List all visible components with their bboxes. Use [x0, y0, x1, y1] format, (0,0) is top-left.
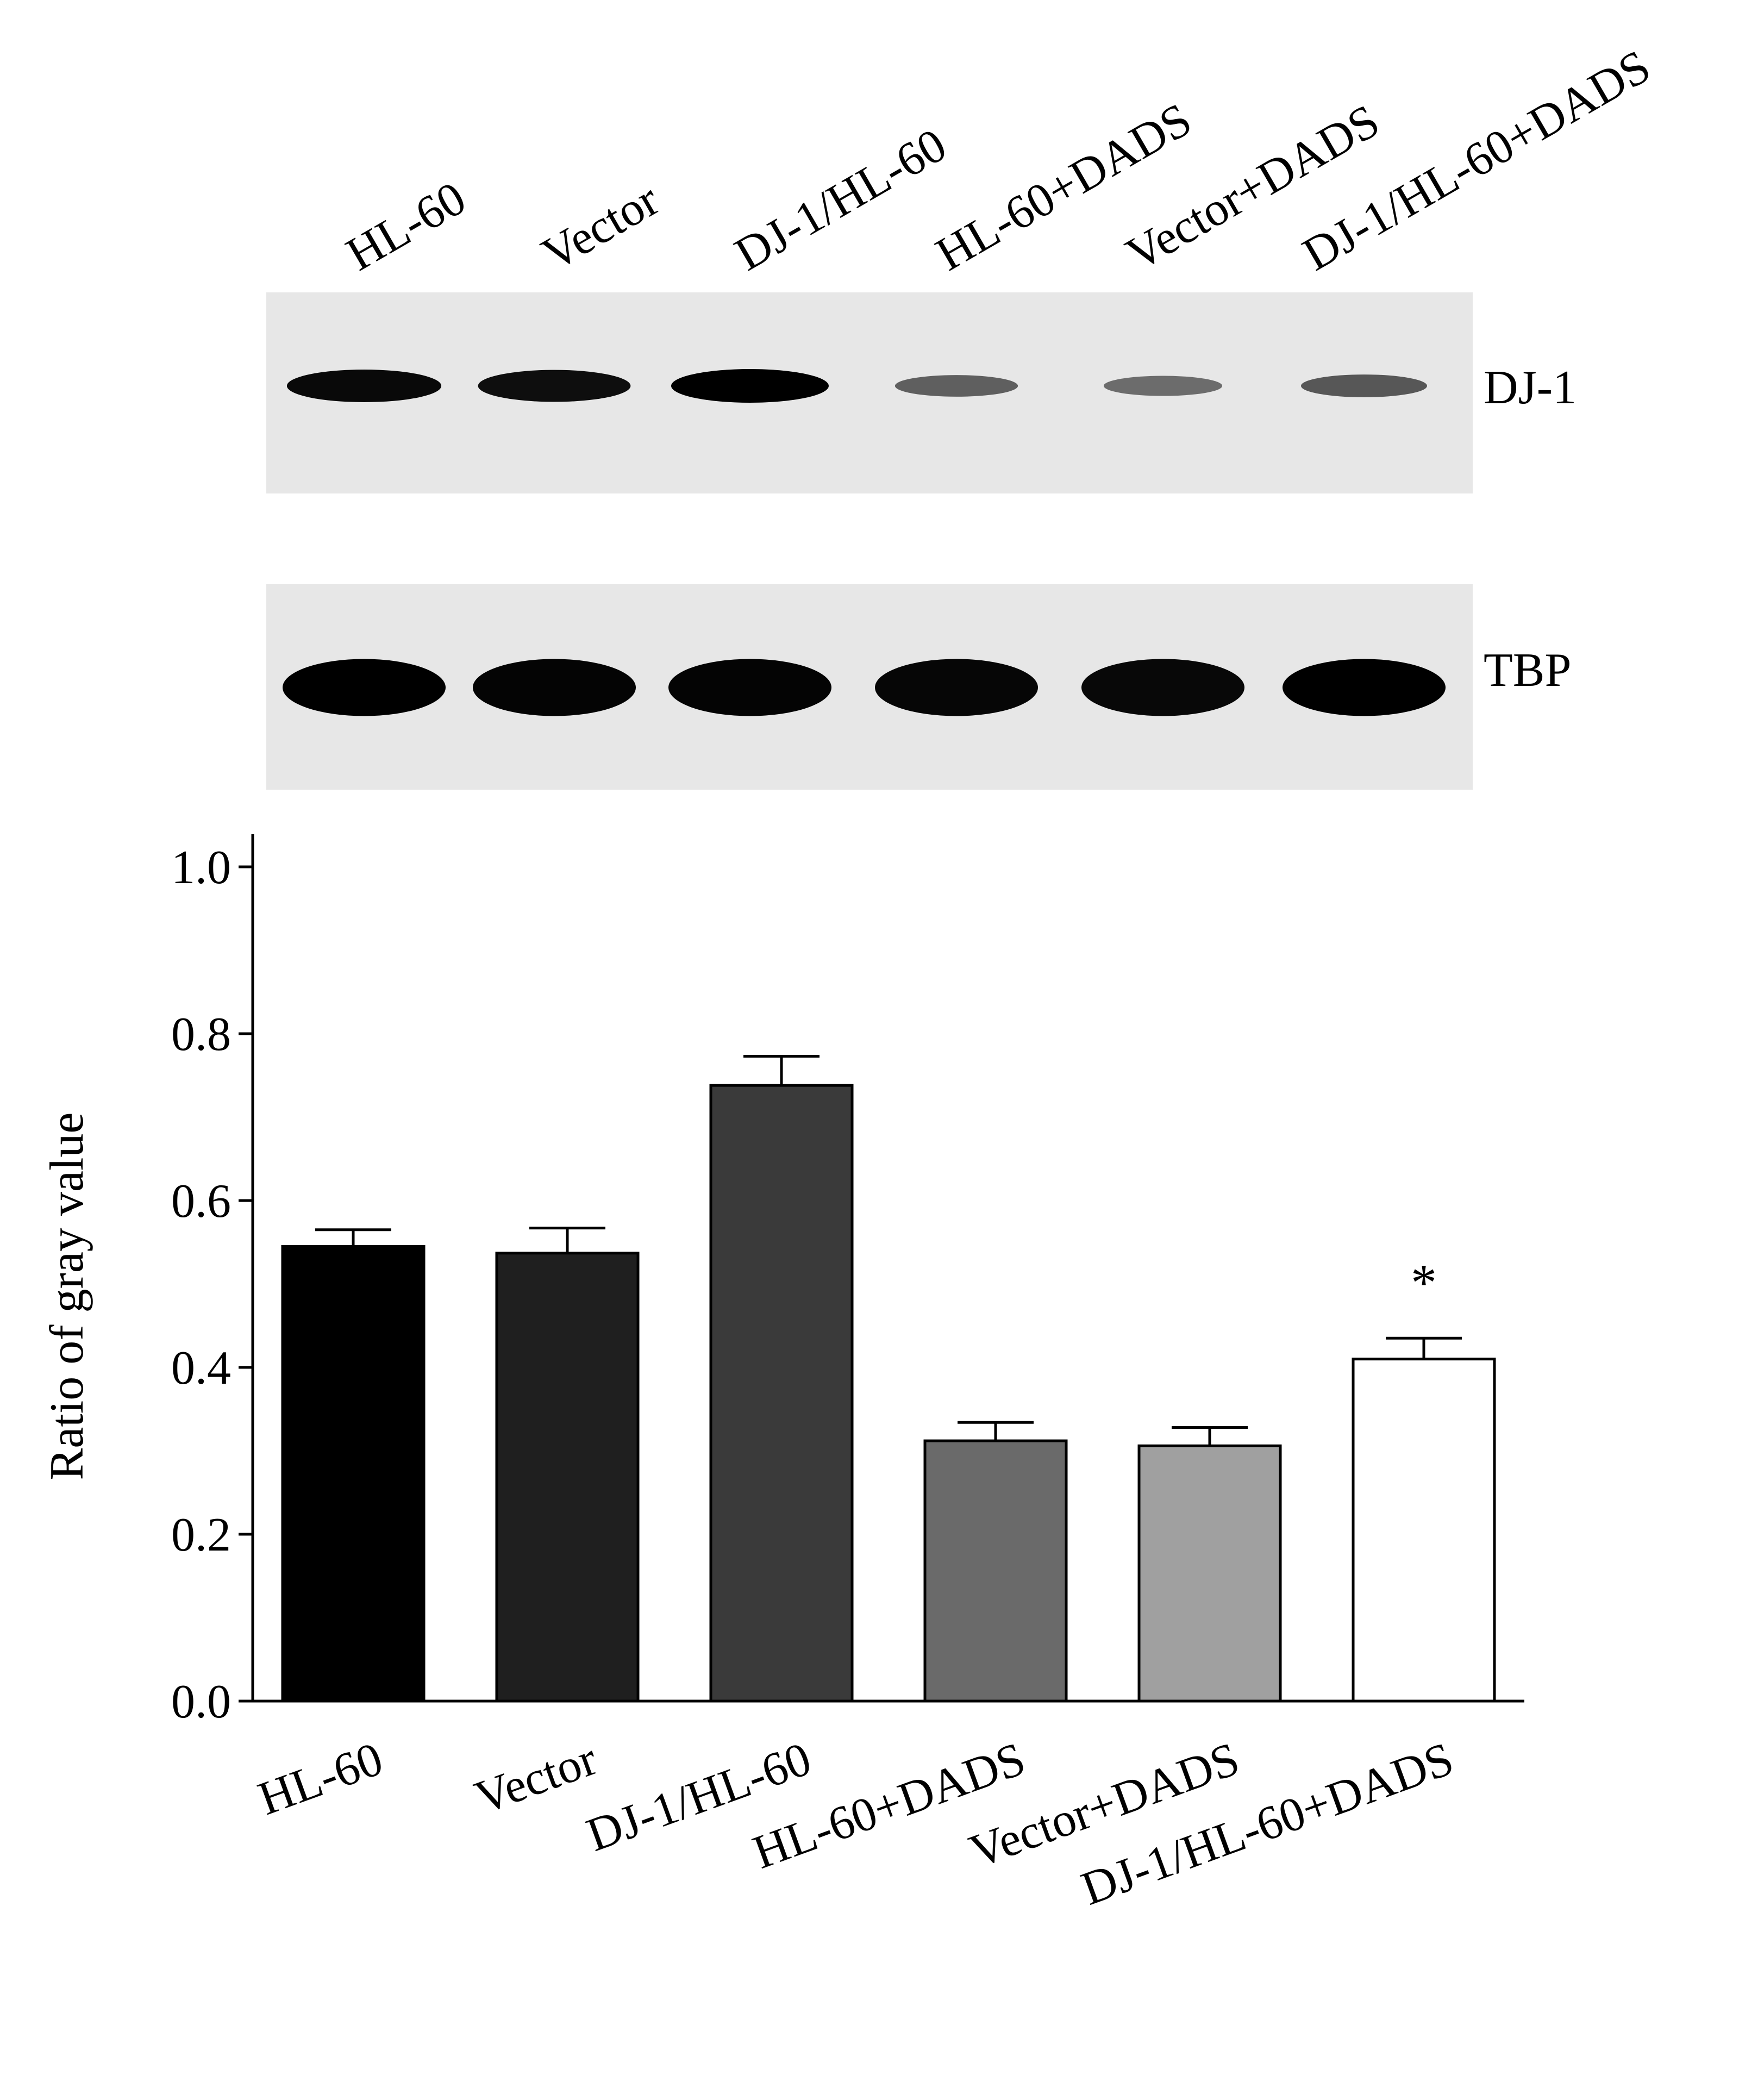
- blot-lane-label-vector: Vector: [534, 173, 668, 281]
- blot-lane-labels: HL-60 Vector DJ-1/HL-60HL-60+DADSVector+DA…: [338, 40, 1660, 282]
- western-blot: HL-60 Vector DJ-1/HL-60HL-60+DADSVector+DA…: [266, 40, 1659, 790]
- blot-panel-tbp: TBP: [266, 584, 1571, 790]
- y-axis: 0.0 0.2 0.4 0.6 0.8 1.0: [171, 834, 254, 1728]
- blot-band-dj-1-hl-60-dads: [894, 375, 1018, 397]
- blot-band-tbp-vector: [473, 659, 636, 716]
- x-tick-label-hl-60: HL-60: [252, 1733, 390, 1826]
- blot-band-tbp-vector-dads: [1081, 659, 1244, 716]
- blot-band-tbp-hl-60: [283, 659, 446, 716]
- blot-lane-label-hl-60: HL-60: [338, 172, 475, 281]
- blot-bands-dj1: [286, 369, 1427, 403]
- y-tick-label: 0.4: [171, 1342, 231, 1395]
- bar-vector: [495, 1252, 640, 1703]
- blot-band-dj-1-dj-1-hl-60-dads: [1301, 374, 1427, 397]
- x-axis: HL-60 VectorDJ-1/HL-60HL-60+DADSVector+DA…: [252, 1699, 1524, 1916]
- blot-panel-dj1: DJ-1: [266, 292, 1577, 493]
- blot-row-label-tbp: TBP: [1484, 644, 1571, 697]
- significance-marker: *: [1411, 1253, 1437, 1311]
- y-tick-label: 0.2: [171, 1509, 231, 1561]
- x-tick-label-dj-1-hl-60-dads: DJ-1/HL-60+DADS: [1075, 1733, 1460, 1916]
- blot-row-label-dj1: DJ-1: [1484, 361, 1577, 414]
- blot-band-tbp-dj-1-hl-60-dads: [1283, 659, 1446, 716]
- blot-band-tbp-hl-60-dads: [875, 659, 1038, 716]
- blot-band-dj-1-hl-60: [286, 370, 442, 402]
- bar-dj-1-hl-60: [709, 1084, 854, 1703]
- blot-band-dj-1-vector-dads: [1103, 376, 1223, 396]
- y-tick-label: 0.6: [171, 1175, 231, 1228]
- y-tick-label: 1.0: [171, 841, 231, 894]
- blot-membrane-dj1: [266, 292, 1473, 493]
- bar-chart: 0.0 0.2 0.4 0.6 0.8 1.0 * HL-60 VectorDJ-1/HL-…: [41, 834, 1524, 1916]
- bar-hl-60: [281, 1245, 426, 1703]
- significance-annotations: *: [1411, 1253, 1437, 1311]
- bars: [281, 1084, 1496, 1703]
- blot-membrane-tbp: [266, 584, 1473, 790]
- blot-band-dj-1-dj-1-hl-60: [671, 369, 829, 403]
- blot-band-dj-1-vector: [478, 370, 631, 402]
- error-bars: [315, 1054, 1462, 1446]
- bar-dj-1-hl-60-dads: [1352, 1358, 1496, 1703]
- blot-lane-label-dj-1-hl-60: DJ-1/HL-60: [727, 118, 955, 281]
- blot-bands-tbp: [283, 659, 1446, 716]
- y-tick-label: 0.8: [171, 1008, 231, 1061]
- bar-hl-60-dads: [923, 1439, 1068, 1703]
- blot-band-tbp-dj-1-hl-60: [668, 659, 831, 716]
- bar-vector-dads: [1137, 1444, 1282, 1703]
- y-axis-label: Ratio of gray value: [41, 1112, 93, 1480]
- y-tick-label: 0.0: [171, 1676, 231, 1728]
